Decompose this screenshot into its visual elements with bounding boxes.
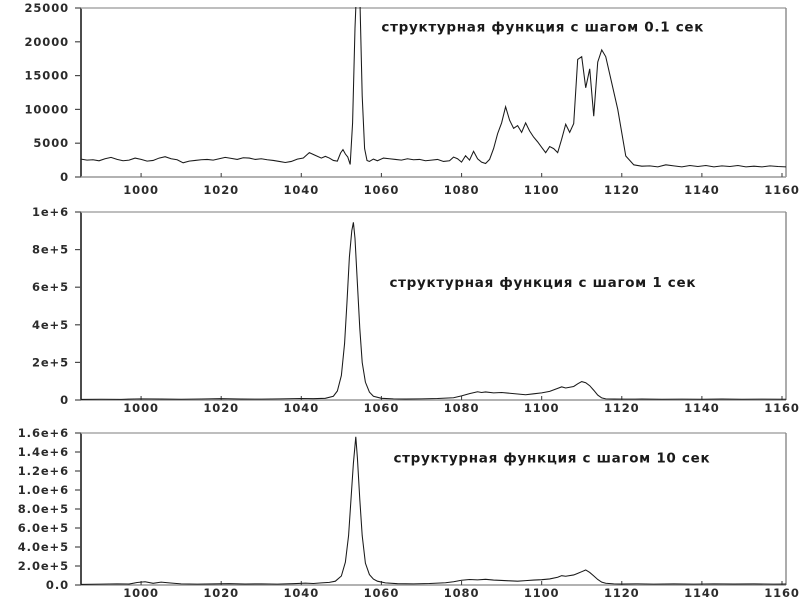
y-tick-label-2-7: 1.4e+6 [18,445,69,459]
x-tick-label-0-6: 1120 [604,183,640,197]
x-tick-label-0-3: 1060 [364,183,400,197]
chart-content-1: 0 2e+5 4e+5 6e+5 8e+5 1e+6 1000 1020 1040 1060 108… [32,205,800,415]
y-tick-label-2-2: 4.0e+5 [18,540,69,554]
chart-svg-2: 0.0 2.0e+5 4.0e+5 6.0e+5 8.0e+5 1.0e+6 1.2e+6 1… [18,426,800,600]
x-tick-label-2-3: 1060 [364,586,400,600]
x-tick-label-0-0: 1000 [123,183,159,197]
x-tick-label-0-5: 1100 [524,183,560,197]
x-tick-label-1-4: 1080 [444,401,480,415]
x-tick-label-2-5: 1100 [524,586,560,600]
x-tick-label-1-0: 1000 [123,401,159,415]
x-tick-label-0-7: 1140 [684,183,720,197]
x-tick-label-2-2: 1040 [284,586,320,600]
y-tick-label-2-0: 0.0 [46,578,69,592]
x-tick-label-1-2: 1040 [284,401,320,415]
x-tick-label-1-7: 1140 [684,401,720,415]
x-tick-label-2-0: 1000 [123,586,159,600]
x-tick-label-2-1: 1020 [203,586,239,600]
x-tick-label-0-4: 1080 [444,183,480,197]
x-tick-label-0-1: 1020 [203,183,239,197]
y-tick-label-2-6: 1.2e+6 [18,464,69,478]
x-tick-label-1-3: 1060 [364,401,400,415]
y-tick-label-2-8: 1.6e+6 [18,426,69,440]
chart-svg-0: 0 5000 10000 15000 20000 25000 1000 1020 1040 106… [24,1,800,197]
y-tick-label-1-5: 1e+6 [32,205,69,219]
x-tick-label-1-6: 1120 [604,401,640,415]
y-tick-label-2-1: 2.0e+5 [18,559,69,573]
data-series-line-0 [81,7,786,168]
x-tick-label-2-8: 1160 [764,586,800,600]
chart-panel-1sec: 0 2e+5 4e+5 6e+5 8e+5 1e+6 1000 1020 1040 1060 108… [0,205,800,420]
chart-content-0: 0 5000 10000 15000 20000 25000 1000 1020 1040 106… [24,1,800,197]
y-tick-label-1-3: 6e+5 [32,280,69,294]
data-series-line-1 [81,222,786,400]
y-tick-label-1-2: 4e+5 [32,318,69,332]
x-tick-label-2-7: 1140 [684,586,720,600]
chart-panel-0.1sec: 0 5000 10000 15000 20000 25000 1000 1020 1040 106… [0,0,800,210]
y-tick-label-0-0: 0 [60,170,69,184]
data-series-line-2 [81,436,786,585]
chart-panel-10sec: 0.0 2.0e+5 4.0e+5 6.0e+5 8.0e+5 1.0e+6 1.2e+6 1… [0,425,800,600]
x-tick-label-2-6: 1120 [604,586,640,600]
y-tick-label-0-5: 25000 [24,1,69,15]
y-tick-label-1-0: 0 [60,393,69,407]
y-tick-label-0-3: 15000 [24,69,69,83]
y-tick-label-1-1: 2e+5 [32,355,69,369]
x-tick-label-2-4: 1080 [444,586,480,600]
x-tick-label-1-8: 1160 [764,401,800,415]
chart-annotation-2: структурная функция с шагом 10 сек [393,450,710,466]
x-tick-label-1-5: 1100 [524,401,560,415]
x-tick-label-0-2: 1040 [284,183,320,197]
y-tick-label-0-1: 5000 [33,136,69,150]
chart-annotation-0: структурная функция с шагом 0.1 сек [381,20,704,36]
y-tick-label-0-2: 10000 [24,102,69,116]
y-tick-label-0-4: 20000 [24,35,69,49]
chart-content-2: 0.0 2.0e+5 4.0e+5 6.0e+5 8.0e+5 1.0e+6 1.2e+6 1… [18,426,800,600]
chart-svg-1: 0 2e+5 4e+5 6e+5 8e+5 1e+6 1000 1020 1040 1060 108… [32,205,800,415]
y-tick-label-2-5: 1.0e+6 [18,483,69,497]
y-tick-label-1-4: 8e+5 [32,243,69,257]
x-tick-label-0-8: 1160 [764,183,800,197]
x-tick-label-1-1: 1020 [203,401,239,415]
y-tick-label-2-4: 8.0e+5 [18,502,69,516]
y-tick-label-2-3: 6.0e+5 [18,521,69,535]
chart-annotation-1: структурная функция с шагом 1 сек [389,275,696,291]
